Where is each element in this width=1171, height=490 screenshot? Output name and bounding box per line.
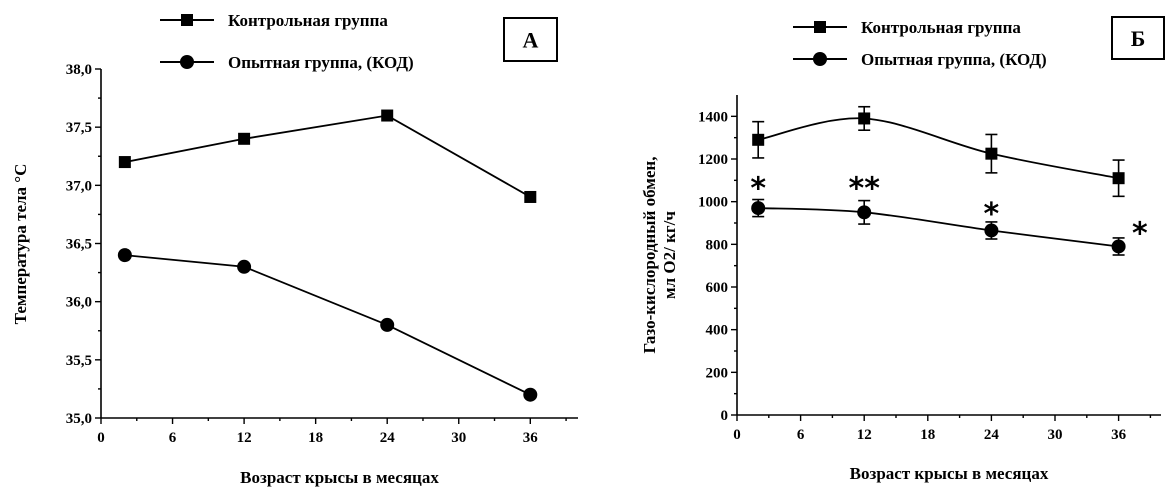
legend-label-2: Опытная группа, (КОД)	[228, 53, 414, 72]
x-tick-label: 24	[380, 430, 396, 446]
panel-letter-box	[1111, 16, 1165, 60]
data-point-circle	[1111, 239, 1126, 254]
y-tick-label: 800	[706, 237, 729, 253]
x-tick-label: 0	[733, 427, 741, 443]
data-point-square	[524, 190, 537, 203]
data-point-circle	[751, 201, 766, 216]
data-point-circle	[857, 205, 872, 220]
panel-letter-box	[503, 17, 558, 62]
legend-marker-square	[814, 21, 826, 33]
significance-mark: **	[849, 172, 881, 207]
y-tick-label: 37,0	[66, 178, 92, 194]
y-tick-label: 37,5	[66, 120, 92, 136]
panel-letter: А	[523, 28, 539, 53]
y-tick-label: 400	[706, 323, 729, 339]
y-axis-title: Газо-кислородный обмен,	[640, 157, 659, 354]
significance-mark: *	[750, 172, 766, 207]
panel-b-chart: 0 6 12 18 24 30 36 0 200 400 600 800 1000 1200 1400 Воз…	[640, 16, 1165, 483]
y-tick-label: 36,5	[66, 237, 92, 253]
data-point-circle	[237, 259, 252, 274]
data-point-square	[381, 109, 394, 122]
panel-a-chart: 0 6 12 18 24 30 36 35,0 35,5 36,0 36,5 37,0 37,5 38,0…	[11, 11, 578, 487]
x-tick-label: 12	[237, 430, 252, 446]
x-tick-label: 18	[920, 427, 935, 443]
data-point-circle	[984, 223, 999, 238]
data-point-square	[985, 147, 998, 160]
x-tick-label: 12	[857, 427, 872, 443]
x-tick-label: 0	[97, 430, 105, 446]
series-line-2	[758, 207, 1119, 248]
series-line-2	[124, 254, 531, 396]
legend-marker-circle	[180, 55, 194, 69]
x-tick-label: 36	[523, 430, 539, 446]
data-point-square	[752, 133, 765, 146]
x-tick-label: 30	[1048, 427, 1063, 443]
y-tick-label: 1200	[698, 152, 728, 168]
series-line-1	[758, 117, 1119, 180]
panel-letter: Б	[1131, 26, 1146, 51]
data-point-square	[238, 132, 251, 145]
data-point-square	[858, 112, 871, 125]
significance-mark: *	[1132, 216, 1148, 251]
x-tick-label: 24	[984, 427, 1000, 443]
legend-label-2: Опытная группа, (КОД)	[861, 50, 1047, 69]
x-tick-label: 6	[797, 427, 805, 443]
x-tick-label: 18	[308, 430, 323, 446]
y-tick-label: 600	[706, 280, 729, 296]
y-axis-title: мл O2/ кг/ч	[660, 211, 679, 299]
x-axis-title: Возраст крысы в месяцах	[850, 464, 1049, 483]
y-axis-title: Температура тела °C	[11, 164, 30, 325]
y-tick-label: 0	[721, 408, 729, 424]
series-line-1	[124, 114, 531, 198]
legend-label-1: Контрольная группа	[861, 18, 1021, 37]
y-tick-label: 200	[706, 365, 729, 381]
x-tick-label: 36	[1111, 427, 1127, 443]
legend-marker-square	[181, 14, 193, 26]
data-point-circle	[523, 387, 538, 402]
y-tick-label: 38,0	[66, 62, 92, 78]
y-tick-label: 35,5	[66, 353, 92, 369]
y-tick-label: 1400	[698, 109, 728, 125]
data-point-square	[118, 156, 131, 169]
y-tick-label: 35,0	[66, 411, 92, 427]
legend-marker-circle	[813, 52, 827, 66]
data-point-square	[1112, 172, 1125, 185]
y-tick-label: 36,0	[66, 295, 92, 311]
data-point-circle	[117, 248, 132, 263]
x-tick-label: 30	[451, 430, 466, 446]
legend-label-1: Контрольная группа	[228, 11, 388, 30]
significance-mark: *	[984, 197, 1000, 232]
x-axis-title: Возраст крысы в месяцах	[240, 468, 439, 487]
data-point-circle	[380, 317, 395, 332]
y-tick-label: 1000	[698, 195, 728, 211]
x-tick-label: 6	[169, 430, 177, 446]
